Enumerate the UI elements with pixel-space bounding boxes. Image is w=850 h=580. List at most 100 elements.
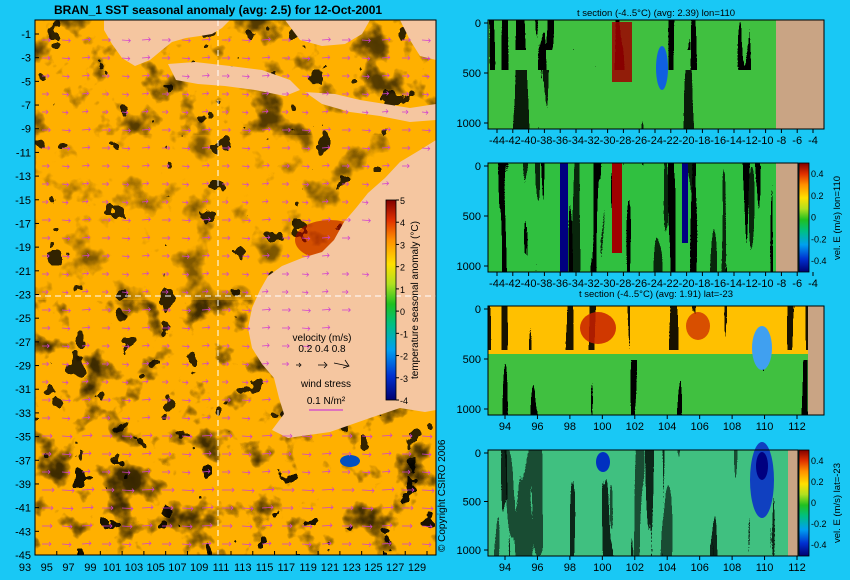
wind-vector	[381, 469, 391, 474]
lat-tick-label: -13	[15, 171, 31, 183]
wind-vector	[141, 343, 150, 348]
wind-vector	[222, 163, 230, 169]
x-tick-label: -12	[742, 278, 758, 290]
wind-vector	[121, 236, 131, 241]
x-tick-label: -22	[663, 135, 679, 147]
wind-vector	[222, 361, 230, 367]
wind-vector	[162, 145, 171, 151]
wind-vector	[61, 218, 71, 223]
wind-vector	[102, 469, 111, 475]
lat-tick-label: -45	[15, 550, 31, 562]
wind-vector	[181, 56, 191, 61]
wind-vector	[402, 145, 411, 151]
wind-vector	[81, 271, 90, 276]
wind-vector	[162, 73, 170, 79]
wind-vector	[162, 37, 171, 43]
wind-vector	[321, 289, 329, 294]
wind-vector	[321, 55, 331, 60]
velocity-legend-scale: 0.2 0.4 0.8	[298, 344, 346, 355]
temperature-colorbar: 5 4 3 2 1 0 -1 -2 -3 -4 temperature seasonal anom…	[385, 196, 421, 406]
wind-vector	[222, 217, 231, 223]
wind-vector	[181, 128, 191, 133]
wind-vector	[42, 109, 49, 115]
wind-vector	[301, 434, 313, 439]
wind-vector	[381, 109, 389, 114]
depth-tick-label: 500	[463, 68, 481, 80]
wind-vector	[361, 128, 371, 133]
lon-tick-label: 115	[256, 562, 274, 574]
wind-vector	[121, 182, 130, 187]
wind-vector	[102, 37, 111, 43]
x-tick-label: -6	[792, 135, 802, 147]
wind-vector	[421, 524, 433, 529]
wind-vector	[201, 325, 211, 330]
wind-vector	[42, 253, 50, 259]
wind-vector	[141, 451, 152, 456]
x-tick-label: -30	[600, 135, 616, 147]
lat-tick-label: -43	[15, 526, 31, 538]
x-tick-label: 112	[788, 421, 806, 433]
wind-vector	[141, 217, 151, 222]
wind-vector	[141, 325, 151, 330]
wind-vector	[102, 289, 109, 295]
wind-vector	[81, 109, 89, 114]
wind-vector	[222, 469, 231, 475]
x-tick-label: -8	[777, 135, 787, 147]
wind-vector	[81, 415, 91, 420]
wind-vector	[342, 307, 351, 313]
wind-vector	[102, 451, 112, 457]
wind-vector	[201, 55, 211, 60]
wind-vector	[141, 361, 150, 366]
wind-vector	[342, 469, 351, 475]
vel-colorbar-lat: 0.4 0.2 0 -0.2 -0.4 vel. E (m/s) lat=-23	[798, 449, 843, 557]
wind-vector	[282, 253, 290, 259]
vel-colorbar-tick-label: 0	[811, 498, 816, 508]
wind-vector	[402, 505, 414, 511]
wind-vector	[421, 92, 430, 97]
lon-tick-label: 93	[19, 562, 31, 574]
wind-vector	[121, 452, 132, 457]
wind-vector	[282, 487, 295, 493]
wind-vector	[342, 487, 355, 493]
wind-vector	[181, 200, 189, 205]
wind-vector	[222, 91, 230, 97]
wind-vector	[121, 290, 129, 295]
wind-vector	[342, 73, 350, 79]
wind-vector	[42, 361, 50, 367]
wind-vector	[61, 308, 71, 313]
wind-vector	[102, 541, 112, 547]
wind-vector	[321, 325, 331, 330]
wind-vector	[402, 487, 415, 493]
wind-vector	[282, 469, 291, 475]
wind-vector	[282, 91, 290, 97]
colorbar-tick-label: 5	[400, 196, 405, 206]
wind-vector	[141, 523, 153, 528]
wind-vector	[81, 451, 92, 456]
wind-vector	[141, 55, 151, 60]
wind-vector	[102, 235, 111, 241]
wind-vector	[181, 218, 191, 223]
wind-vector	[81, 361, 90, 366]
wind-vector	[261, 451, 272, 456]
wind-vector	[342, 163, 350, 169]
wind-vector	[342, 145, 351, 151]
wind-vector	[282, 37, 291, 43]
wind-vector	[321, 307, 331, 312]
lon-tick-label: 97	[62, 562, 74, 574]
lon-tick-label: 127	[386, 562, 404, 574]
wind-vector	[261, 235, 271, 240]
wind-vector	[222, 271, 230, 277]
wind-vector	[301, 38, 311, 43]
wind-vector	[42, 145, 51, 151]
wind-vector	[121, 326, 131, 331]
x-tick-label: -14	[726, 278, 742, 290]
wind-vector	[162, 163, 170, 169]
wind-vector	[282, 127, 291, 133]
wind-vector	[282, 307, 291, 313]
wind-vector	[361, 164, 370, 169]
wind-vector	[321, 235, 331, 240]
wind-vector	[261, 505, 274, 510]
